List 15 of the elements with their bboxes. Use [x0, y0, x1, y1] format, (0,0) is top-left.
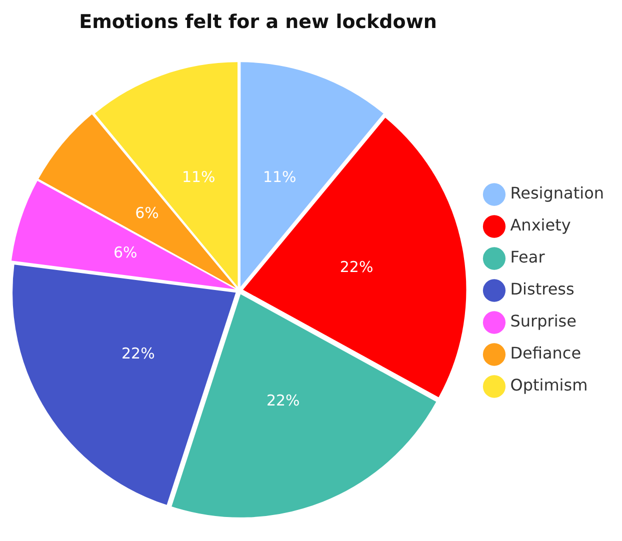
chart-title: Emotions felt for a new lockdown [78, 10, 438, 35]
data-label: 11% [262, 168, 296, 186]
data-label: 22% [121, 344, 155, 362]
data-label: 11% [182, 168, 216, 186]
data-label: 22% [266, 392, 300, 410]
legend-label: Distress [510, 280, 574, 299]
legend-label: Optimism [510, 376, 588, 395]
data-label: 22% [340, 258, 374, 276]
data-label: 6% [114, 243, 138, 262]
legend-label: Resignation [510, 184, 604, 203]
legend-label: Anxiety [510, 216, 571, 235]
data-label: 6% [135, 204, 159, 222]
legend-label: Surprise [510, 312, 576, 331]
legend-label: Defiance [510, 344, 582, 363]
legend-label: Fear [510, 248, 546, 267]
